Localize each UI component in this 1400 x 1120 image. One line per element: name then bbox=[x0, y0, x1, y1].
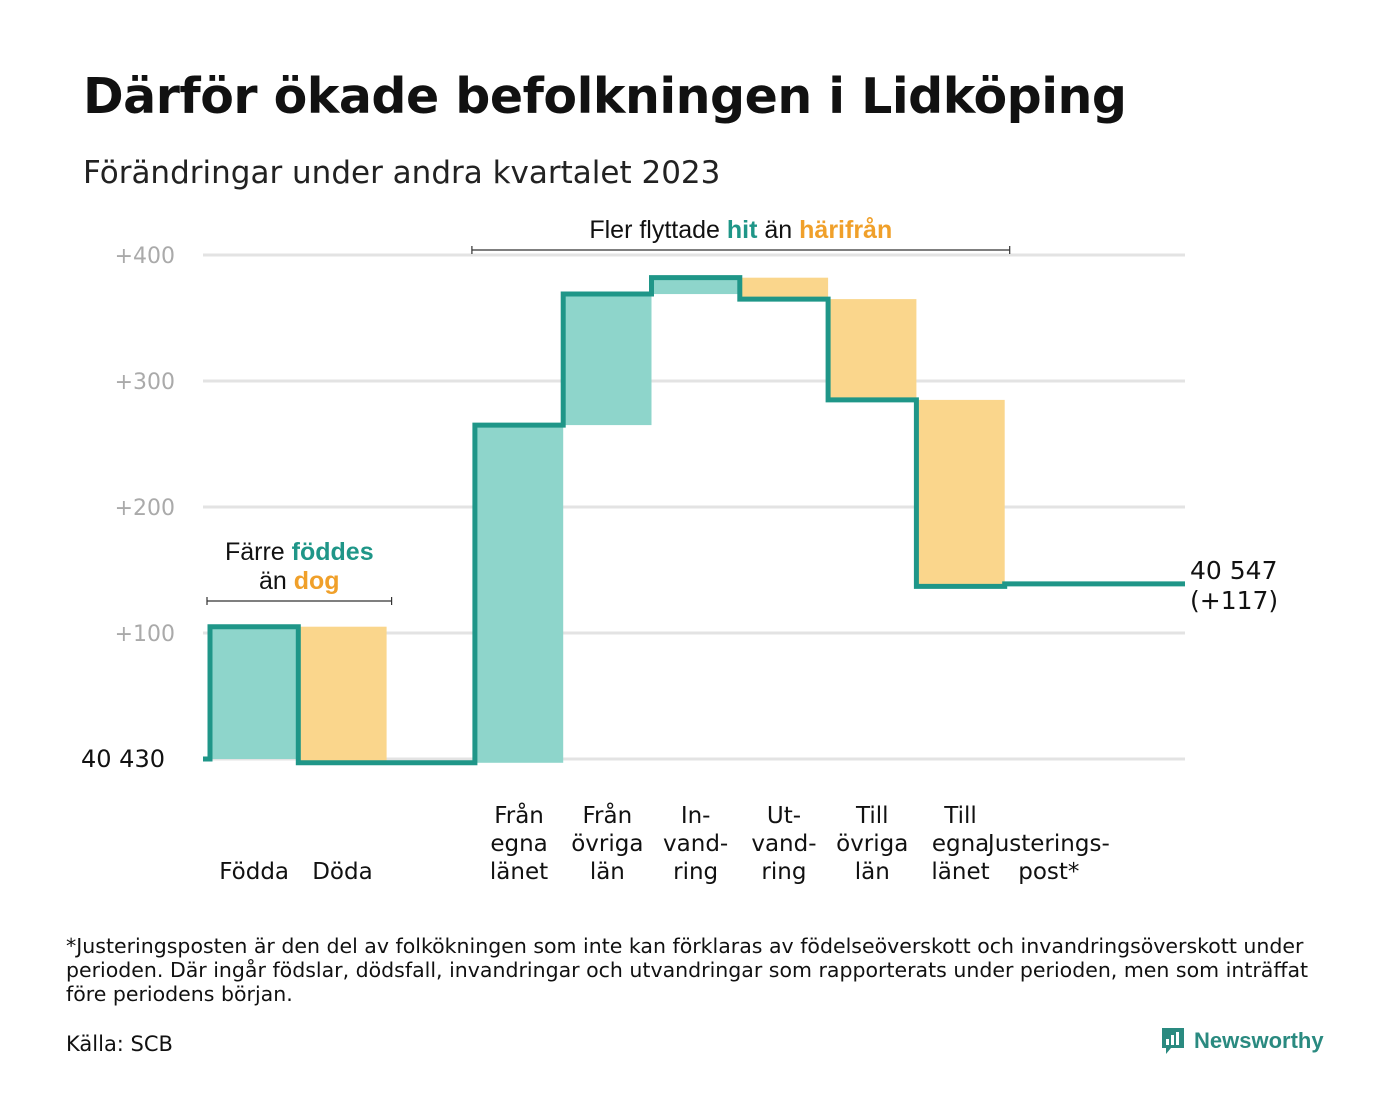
annotation-segment-decrease: dog bbox=[294, 567, 340, 595]
category-label: Döda bbox=[312, 859, 372, 885]
annotation-segment-increase: hit bbox=[727, 216, 758, 244]
y-tick-label: +100 bbox=[115, 622, 175, 647]
y-tick-label: +200 bbox=[115, 496, 175, 521]
category-label: Till bbox=[943, 803, 977, 829]
category-label: Från bbox=[494, 801, 544, 829]
chart-title: Därför ökade befolkningen i Lidköping bbox=[83, 68, 1127, 125]
category-label: länet bbox=[931, 859, 989, 885]
category-label: Justerings- bbox=[986, 831, 1110, 857]
annotation-group: Fler flyttade hit än härifrån bbox=[471, 216, 1011, 254]
annotation-text: Färre föddes bbox=[225, 538, 374, 566]
category-label: län bbox=[855, 859, 890, 885]
bar-decrease bbox=[298, 626, 387, 763]
category-label: länet bbox=[490, 859, 548, 885]
category-label: vand- bbox=[663, 831, 728, 857]
bar-decrease bbox=[828, 299, 917, 400]
category-label: vand- bbox=[751, 831, 816, 857]
category-label: övriga bbox=[571, 831, 643, 857]
annotation-segment-plain: än bbox=[259, 567, 294, 595]
y-tick-label: +300 bbox=[115, 370, 175, 395]
bar-increase bbox=[474, 425, 564, 763]
category-label: ring bbox=[761, 859, 806, 885]
category-label: Till bbox=[855, 803, 889, 829]
annotation-segment-increase: föddes bbox=[292, 538, 374, 566]
category-label: Från bbox=[583, 801, 633, 829]
newsworthy-logo-icon bbox=[1162, 1028, 1184, 1054]
annotation-segment-plain: Färre bbox=[225, 538, 292, 566]
category-label: egna bbox=[490, 831, 547, 857]
category-label: In- bbox=[681, 803, 711, 829]
annotation-segment-plain: än bbox=[757, 216, 799, 244]
end-value-label: 40 547 bbox=[1190, 556, 1277, 585]
footnote: *Justeringsposten är den del av folkökni… bbox=[66, 934, 1309, 1006]
category-label: Ut- bbox=[767, 803, 801, 829]
annotation-segment-plain: Fler flyttade bbox=[589, 216, 727, 244]
category-label: post* bbox=[1018, 859, 1079, 885]
category-label: egna bbox=[932, 831, 989, 857]
bar-increase bbox=[563, 294, 652, 426]
category-label: Födda bbox=[219, 859, 289, 885]
annotation-segment-decrease: härifrån bbox=[799, 216, 892, 244]
waterfall-chart: +100 +200 +300 +400 40 430 40 547(+117) Födda D… bbox=[81, 216, 1278, 885]
brand-name: Newsworthy bbox=[1194, 1028, 1324, 1053]
baseline-value-label: 40 430 bbox=[81, 745, 165, 773]
end-value-label: (+117) bbox=[1190, 586, 1278, 615]
newsworthy-brand[interactable]: Newsworthy bbox=[1160, 1026, 1324, 1056]
bar-increase bbox=[210, 626, 299, 759]
category-label: län bbox=[590, 859, 625, 885]
annotation-text: än dog bbox=[259, 567, 340, 595]
source-label: Källa: SCB bbox=[66, 1032, 173, 1056]
y-tick-label: +400 bbox=[115, 244, 175, 269]
annotation-text: Fler flyttade hit än härifrån bbox=[589, 216, 892, 244]
category-label: ring bbox=[673, 859, 718, 885]
category-label: övriga bbox=[836, 831, 908, 857]
bar-decrease bbox=[739, 277, 829, 300]
bar-decrease bbox=[916, 399, 1005, 587]
running-total-line bbox=[203, 275, 1185, 766]
bar-increase bbox=[651, 277, 740, 295]
chart-subtitle: Förändringar under andra kvartalet 2023 bbox=[83, 155, 721, 191]
